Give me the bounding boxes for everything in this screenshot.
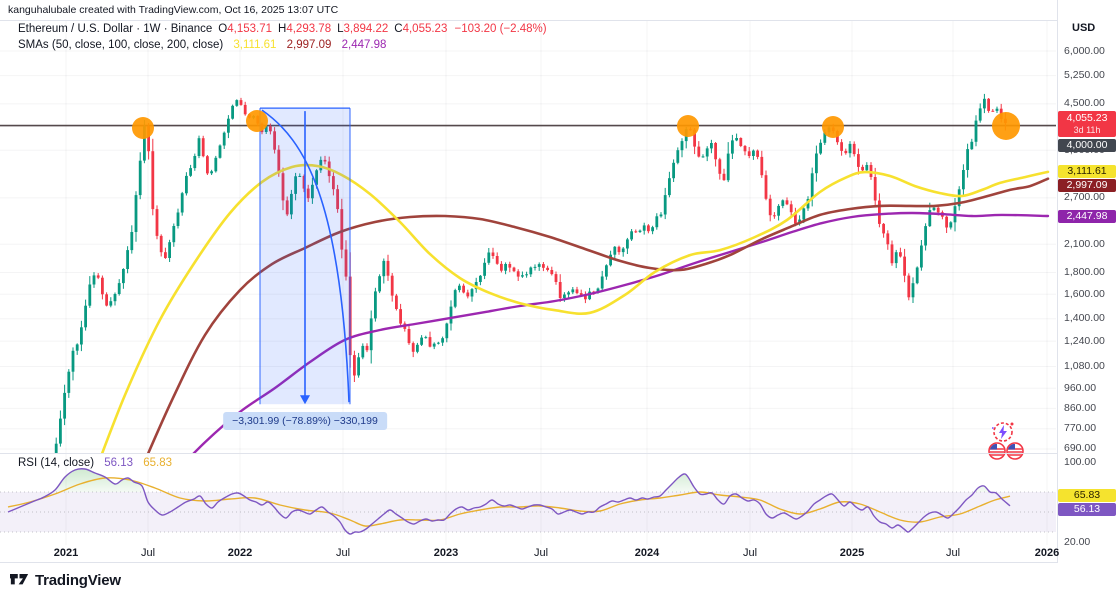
price-axis-label: 770.00 (1064, 422, 1097, 435)
us-flag-emoji-icon[interactable] (988, 442, 1006, 460)
sma100-value: 2,997.09 (286, 39, 332, 51)
sma-lines[interactable] (95, 163, 1050, 478)
hline-price-badge: 4,000.00 (1058, 139, 1116, 152)
low-letter: L (337, 23, 344, 35)
sma50-line (100, 163, 1050, 453)
price-axis-label: 690.00 (1064, 442, 1097, 455)
time-axis-label[interactable]: Jul (533, 547, 549, 559)
sma100-line (146, 177, 1050, 453)
sma50-value: 3,111.61 (233, 39, 277, 51)
sma200-badge: 2,447.98 (1058, 210, 1116, 223)
price-axis-label: 5,250.00 (1064, 69, 1105, 82)
high-letter: H (278, 23, 287, 35)
close-value: 4,055.23 (402, 23, 448, 35)
sma-legend[interactable]: SMAs (50, close, 100, close, 200, close)… (18, 39, 386, 51)
time-axis-label[interactable]: Jul (140, 547, 156, 559)
last-price-badge-value: 4,055.23 (1066, 112, 1108, 124)
symbol-legend[interactable]: Ethereum / U.S. Dollar · 1W · Binance O4,… (18, 23, 547, 35)
change-value: −103.20 (−2.48%) (454, 23, 547, 35)
open-value: 4,153.71 (227, 23, 273, 35)
tradingview-brand-text: TradingView (35, 572, 121, 589)
price-axis-label: 2,700.00 (1064, 191, 1105, 204)
rsi-ma-line (7, 477, 1011, 527)
grid (0, 21, 1056, 545)
rsi-legend-title: RSI (14, close) (18, 457, 95, 469)
measure-tool[interactable] (259, 107, 351, 405)
drawn-curve (261, 109, 350, 403)
price-axis-label: 1,800.00 (1064, 266, 1105, 279)
price-axis-label: 6,000.00 (1064, 44, 1105, 57)
price-axis-label: 1,080.00 (1064, 360, 1105, 373)
rsi-ma-badge: 65.83 (1058, 489, 1116, 502)
rsi-axis-label: 100.00 (1064, 455, 1097, 468)
rsi-axis-label: 20.00 (1064, 535, 1091, 548)
price-axis-label: 1,400.00 (1064, 312, 1105, 325)
rsi-value: 56.13 (104, 457, 134, 469)
rsi-overbought-fill (8, 468, 1010, 492)
symbol-title: Ethereum / U.S. Dollar · 1W · Binance (18, 23, 213, 35)
open-letter: O (218, 23, 228, 35)
time-axis-label[interactable]: Jul (945, 547, 961, 559)
time-axis-label[interactable]: 2021 (53, 547, 79, 559)
last-price-badge: 4,055.23 3d 11h (1058, 111, 1116, 137)
time-axis-label[interactable]: Jul (742, 547, 758, 559)
rsi-band (0, 491, 1056, 533)
tradingview-logo-icon (10, 574, 29, 585)
sma50-badge: 3,111.61 (1058, 165, 1116, 178)
time-axis-label[interactable]: 2023 (433, 547, 459, 559)
price-axis-currency: USD (1072, 22, 1096, 34)
sma200-line (192, 211, 1050, 453)
measure-tool-label[interactable]: −3,301.99 (−78.89%) −330,199 (223, 412, 387, 430)
price-axis-label: 1,240.00 (1064, 334, 1105, 347)
price-axis-label: 1,600.00 (1064, 287, 1105, 300)
bar-countdown: 3d 11h (1073, 125, 1101, 135)
price-axis-label: 4,500.00 (1064, 97, 1105, 110)
low-value: 3,894.22 (343, 23, 389, 35)
time-axis-label[interactable]: 2024 (634, 547, 660, 559)
close-letter: C (394, 23, 403, 35)
high-value: 4,293.78 (286, 23, 332, 35)
pane-top-border (0, 20, 1119, 21)
price-axis[interactable] (1057, 0, 1119, 563)
time-axis-label[interactable]: 2022 (227, 547, 253, 559)
time-axis-border (0, 562, 1119, 563)
sma100-badge: 2,997.09 (1058, 179, 1116, 192)
rsi-pane[interactable] (7, 468, 1011, 535)
touch-circles[interactable] (132, 110, 1020, 140)
tradingview-logo[interactable]: TradingView (10, 572, 121, 589)
time-axis-label[interactable]: 2026 (1034, 547, 1060, 559)
rsi-line (7, 468, 1011, 535)
rsi-badge: 56.13 (1058, 503, 1116, 516)
time-axis-label[interactable]: Jul (335, 547, 351, 559)
lightning-emoji-icon[interactable] (992, 422, 1014, 442)
price-axis-label: 960.00 (1064, 381, 1097, 394)
rsi-legend[interactable]: RSI (14, close) 56.13 65.83 (18, 457, 172, 469)
price-axis-label: 2,100.00 (1064, 237, 1105, 250)
credit-line: kanguhalubale created with TradingView.c… (8, 4, 339, 16)
price-axis-label: 860.00 (1064, 401, 1097, 414)
sma200-value: 2,447.98 (341, 39, 387, 51)
us-flag-emoji-icon[interactable] (1006, 442, 1024, 460)
pane-divider[interactable] (0, 453, 1119, 454)
rsi-ma-value: 65.83 (143, 457, 173, 469)
sma-legend-title: SMAs (50, close, 100, close, 200, close) (18, 39, 224, 51)
time-axis-label[interactable]: 2025 (839, 547, 865, 559)
candles (54, 93, 1007, 453)
